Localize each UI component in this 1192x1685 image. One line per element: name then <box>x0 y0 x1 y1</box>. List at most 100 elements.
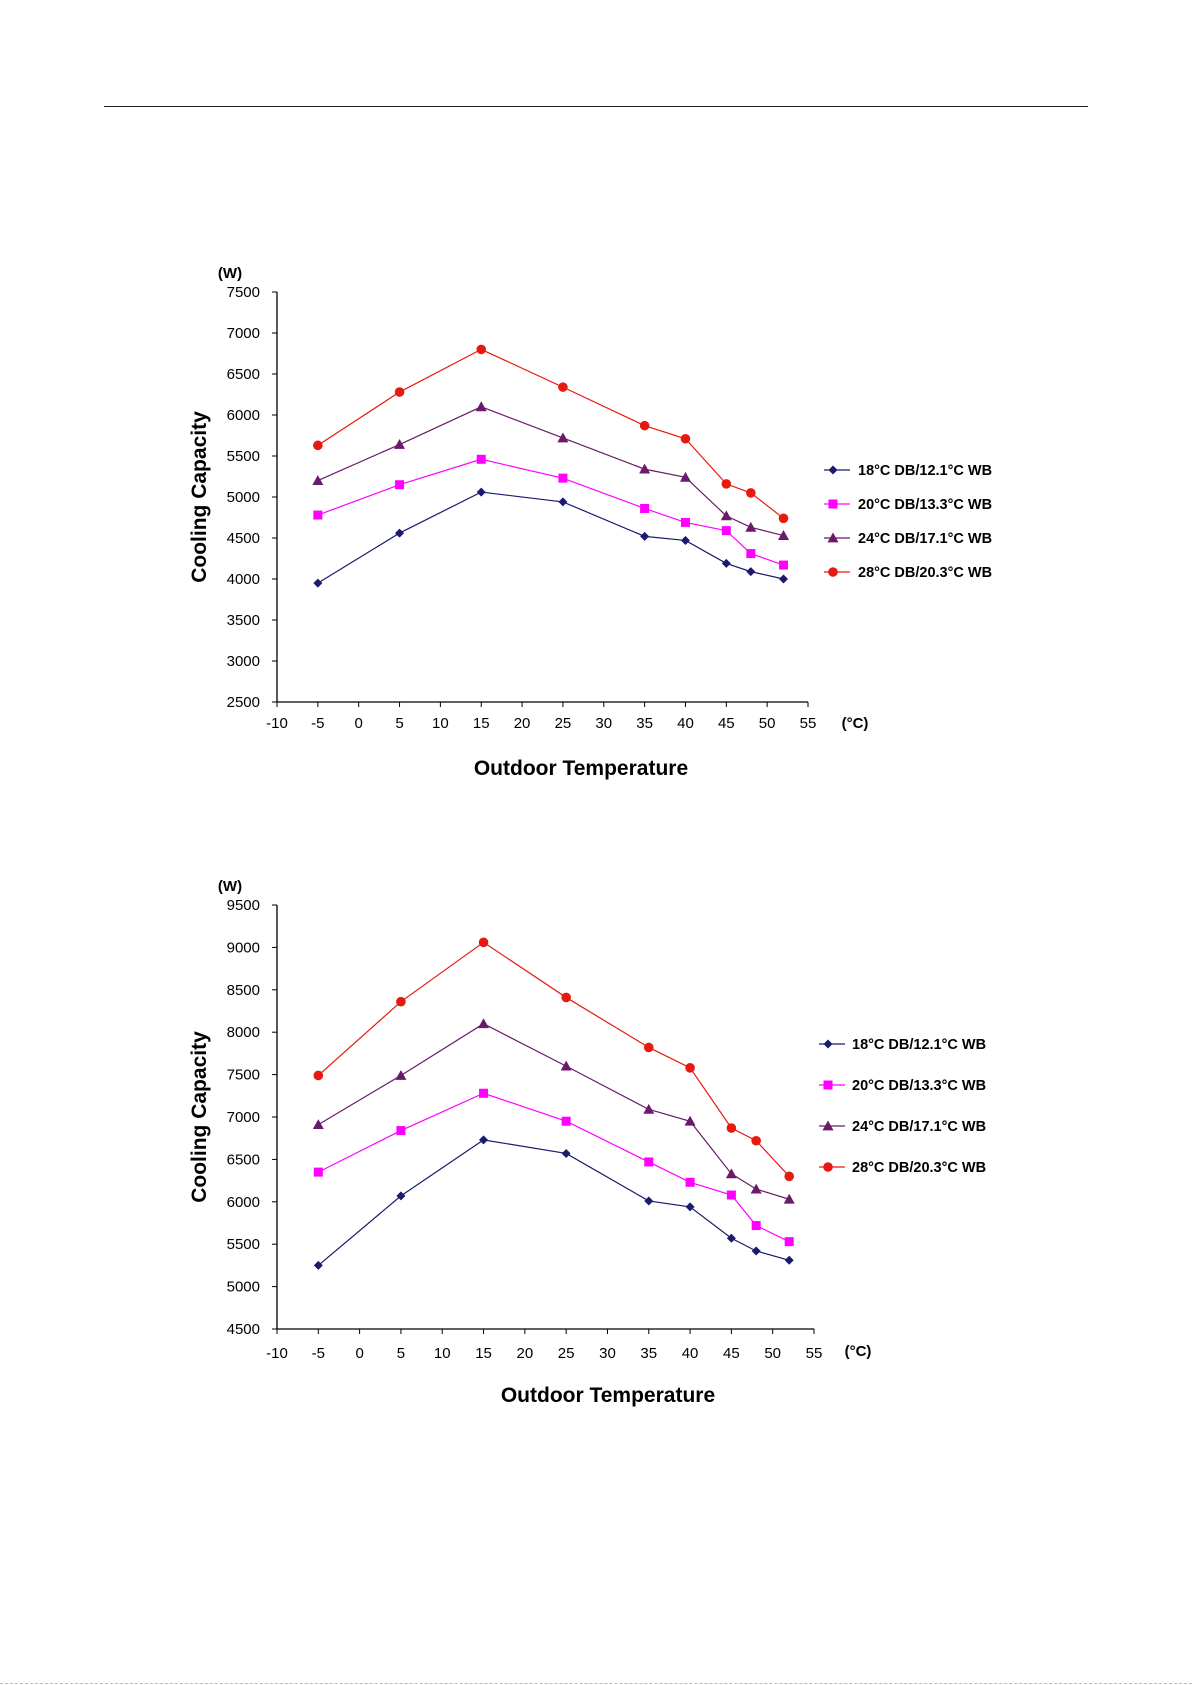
chart-1-series-4-point <box>394 387 405 397</box>
chart-2-y-tick-label: 6500 <box>227 1151 260 1168</box>
chart-2-x-tick-label: 10 <box>434 1345 451 1362</box>
chart-2-series-4-point <box>643 1042 654 1053</box>
chart-2-series-1-line <box>317 1139 790 1266</box>
chart-2-x-axis-title: Outdoor Temperature <box>501 1384 715 1407</box>
chart-2-x-tick-label: 25 <box>558 1345 575 1362</box>
chart-1-series-2-point <box>313 510 323 520</box>
page-bottom-edge <box>0 1683 1192 1684</box>
chart-1-series-1-point <box>476 487 486 497</box>
cooling-capacity-chart-2: 4500 5000 5500 6000 6500 7000 7500 8000 8500 9000… <box>0 860 1192 1420</box>
chart-2-series-2-point <box>313 1167 323 1177</box>
chart-1-x-tick-label: 45 <box>718 715 735 732</box>
chart-2-y-tick-label: 9000 <box>227 939 260 956</box>
chart-1-legend-marker-4 <box>828 567 838 577</box>
chart-1-x-unit-label: (°C) <box>842 715 869 732</box>
chart-2-y-tick-label: 7500 <box>227 1067 260 1084</box>
chart-2-series-1-point <box>726 1233 736 1243</box>
chart-1-series-1-point <box>746 567 756 577</box>
chart-1-series-3-point <box>745 521 757 532</box>
chart-2-y-tick-label: 9500 <box>227 897 260 914</box>
chart-1-series-3-point <box>777 530 789 540</box>
chart-1-series-4-point <box>746 488 756 498</box>
chart-1-series-1-point <box>640 531 650 541</box>
chart-1-series-1-point <box>680 535 690 545</box>
chart-1-series-4-point <box>639 420 650 431</box>
chart-1-y-tick-label: 6000 <box>227 407 260 424</box>
chart-1-legend-label-2: 20°C DB/13.3°C WB <box>858 497 992 513</box>
chart-2-y-tick-label: 5000 <box>227 1279 260 1296</box>
chart-1-series-4-point <box>313 440 323 451</box>
chart-2-series-3-point <box>783 1193 795 1204</box>
chart-2-series-2-point <box>396 1126 406 1136</box>
chart-1-series-3-point <box>394 439 406 449</box>
chart-2-x-tick-label: -5 <box>312 1345 325 1362</box>
chart-2-series-2-point <box>479 1088 489 1098</box>
chart-1-legend-marker-3 <box>827 532 839 543</box>
chart-1-x-tick-label: 55 <box>800 715 817 732</box>
chart-1-x-tick-label: 0 <box>355 715 363 732</box>
chart-2-y-axis-title: Cooling Capacity <box>188 1031 211 1203</box>
chart-2-svg: 4500500055006000650070007500800085009000… <box>188 878 986 1407</box>
chart-2-series-1-point <box>561 1148 571 1158</box>
chart-2-legend-label-3: 24°C DB/17.1°C WB <box>852 1119 986 1135</box>
chart-1-series-3-line <box>317 406 784 537</box>
chart-1-y-tick-label: 7500 <box>227 284 260 301</box>
chart-2-series-1-point <box>784 1255 794 1265</box>
chart-1-series-2-point <box>476 454 486 464</box>
chart-1-series-1-point <box>721 558 731 568</box>
chart-2-series-2-point <box>784 1237 794 1247</box>
chart-2-x-tick-label: 50 <box>764 1345 781 1362</box>
chart-2-legend-marker-1 <box>823 1039 833 1049</box>
chart-1-series-3-point <box>312 475 324 485</box>
chart-1-y-unit-label: (W) <box>218 265 242 282</box>
chart-1-legend-label-3: 24°C DB/17.1°C WB <box>858 531 992 547</box>
chart-2-series-4-point <box>726 1123 737 1133</box>
chart-1-series-1-point <box>313 578 323 588</box>
chart-1-y-tick-label: 6500 <box>227 366 260 383</box>
chart-1-series-4-point <box>476 344 487 355</box>
chart-2-legend-marker-2 <box>823 1080 833 1090</box>
chart-1-series-3-point <box>720 510 732 521</box>
chart-2-y-tick-label: 8000 <box>227 1024 260 1041</box>
chart-2-y-tick-label: 6000 <box>227 1194 260 1211</box>
chart-2-legend-label-4: 28°C DB/20.3°C WB <box>852 1160 986 1176</box>
chart-1-series-1-point <box>395 528 405 538</box>
chart-2-y-unit-label: (W) <box>218 878 242 895</box>
chart-1-series-4-point <box>778 513 789 524</box>
chart-2-x-tick-label: 15 <box>475 1345 492 1362</box>
header-rule <box>104 106 1088 107</box>
chart-1-series-2-point <box>746 549 756 559</box>
chart-1-series-1-line <box>317 491 784 584</box>
chart-2-series-2-point <box>751 1221 761 1231</box>
chart-2-series-3-point <box>750 1183 762 1194</box>
chart-2-series-3-point <box>395 1069 407 1080</box>
chart-1-y-tick-label: 3000 <box>227 653 260 670</box>
chart-1-y-tick-label: 5500 <box>227 448 260 465</box>
chart-1-series-2-point <box>558 473 568 483</box>
chart-1-series-2-point <box>778 560 788 570</box>
chart-2-x-tick-label: 5 <box>397 1345 405 1362</box>
chart-2-series-4-point <box>685 1063 695 1073</box>
chart-2-y-tick-label: 5500 <box>227 1236 260 1253</box>
chart-2-y-tick-label: 8500 <box>227 982 260 999</box>
chart-2-x-tick-label: 45 <box>723 1345 740 1362</box>
chart-1-series-3-point <box>639 463 651 474</box>
chart-2-series-3-line <box>318 1023 790 1200</box>
chart-1-x-tick-label: 25 <box>555 715 572 732</box>
chart-2-series-1-point <box>751 1246 761 1256</box>
chart-2-legend-marker-4 <box>823 1162 833 1172</box>
chart-2-series-2-point <box>561 1116 571 1126</box>
chart-1-legend-label-4: 28°C DB/20.3°C WB <box>858 565 992 581</box>
chart-2-series-1-point <box>644 1196 654 1206</box>
chart-1-series-4-point <box>721 479 732 489</box>
chart-2-series-1-point <box>685 1202 695 1212</box>
chart-1-x-tick-label: 5 <box>395 715 403 732</box>
chart-1-x-tick-label: 35 <box>636 715 653 732</box>
chart-1-series-4-point <box>558 382 568 392</box>
chart-1-y-tick-label: 4500 <box>227 530 260 547</box>
chart-2-series-2-point <box>726 1190 736 1200</box>
chart-2-x-tick-label: 35 <box>640 1345 657 1362</box>
chart-2-series-4-point <box>313 1070 324 1081</box>
chart-2-series-4-point <box>478 937 489 948</box>
chart-2-series-3-point <box>725 1168 737 1179</box>
